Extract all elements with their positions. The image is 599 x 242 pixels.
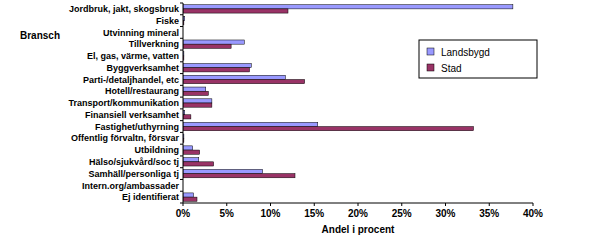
bar <box>183 40 244 44</box>
bar <box>183 150 200 154</box>
category-label: Tillverkning <box>129 39 179 49</box>
bar <box>183 193 194 197</box>
y-tick <box>180 14 183 15</box>
bar <box>183 158 199 162</box>
category-label: Byggverksamhet <box>106 63 179 73</box>
category-label: Transport/kommunikation <box>68 98 179 108</box>
bar <box>183 91 208 95</box>
category-label: Fastighet/uthyrning <box>95 122 179 132</box>
x-tick <box>358 203 359 206</box>
category-label: Ej identifierat <box>122 192 179 202</box>
y-tick <box>180 26 183 27</box>
x-tick <box>401 203 402 206</box>
category-label: Samhäll/personliga tj <box>88 169 179 179</box>
category-label: Hälso/sjukvård/soc tj <box>89 157 179 167</box>
y-tick <box>180 167 183 168</box>
bar <box>183 197 197 201</box>
bars <box>183 5 513 202</box>
category-label: Utvinning mineral <box>103 28 179 38</box>
x-tick-label: 10% <box>260 208 280 219</box>
legend-label: Stad <box>441 63 462 74</box>
x-tick-label: 5% <box>220 208 235 219</box>
bar <box>183 99 212 103</box>
x-tick <box>270 203 271 206</box>
x-tick-label: 35% <box>479 208 499 219</box>
legend-box <box>419 40 537 78</box>
y-tick <box>180 97 183 98</box>
y-tick <box>180 73 183 74</box>
x-tick-label: 30% <box>435 208 455 219</box>
bar <box>183 44 231 48</box>
x-tick-label: 0% <box>176 208 191 219</box>
y-tick <box>180 120 183 121</box>
bar <box>183 122 318 126</box>
x-tick-label: 20% <box>348 208 368 219</box>
chart: Jordbruk, jakt, skogsbruk Fiske Utvinning … <box>0 0 599 242</box>
x-tick <box>183 203 184 206</box>
y-axis-title: Bransch <box>20 30 60 41</box>
bar <box>183 68 250 72</box>
y-tick <box>180 132 183 133</box>
category-label: Parti-/detaljhandel, etc <box>83 75 179 85</box>
category-label: Intern.org/ambassader <box>82 181 180 191</box>
y-tick <box>180 144 183 145</box>
bar <box>183 79 305 83</box>
x-tick <box>445 203 446 206</box>
x-tick <box>226 203 227 206</box>
x-tick-label: 15% <box>304 208 324 219</box>
y-tick <box>180 3 183 4</box>
bar <box>183 5 513 9</box>
category-label: Finansiell verksamhet <box>85 110 179 120</box>
legend-swatch <box>427 64 434 71</box>
bar <box>183 162 214 166</box>
bar <box>183 103 212 107</box>
y-tick <box>180 191 183 192</box>
legend-label: Landsbygd <box>441 47 490 58</box>
x-tick-label: 25% <box>392 208 412 219</box>
bar <box>183 146 193 150</box>
y-tick <box>180 50 183 51</box>
x-tick <box>533 203 534 206</box>
bar <box>183 127 474 131</box>
y-tick <box>180 155 183 156</box>
bar <box>183 64 251 68</box>
category-label: Jordbruk, jakt, skogsbruk <box>69 4 180 14</box>
bar <box>183 87 206 91</box>
x-tick <box>314 203 315 206</box>
y-tick <box>180 61 183 62</box>
y-tick <box>180 108 183 109</box>
x-tick <box>489 203 490 206</box>
x-tick-label: 40% <box>523 208 543 219</box>
bar <box>183 115 191 119</box>
bar <box>183 9 288 13</box>
bar <box>183 169 263 173</box>
bar <box>183 75 285 79</box>
legend: Landsbygd Stad <box>419 40 537 78</box>
category-label: Fiske <box>156 16 179 26</box>
y-tick <box>180 179 183 180</box>
bar <box>183 174 295 178</box>
category-label: Hotell/restaurang <box>105 86 179 96</box>
y-tick <box>180 38 183 39</box>
category-label: El, gas, värme, vatten <box>87 51 179 61</box>
y-axis <box>183 3 184 203</box>
legend-swatch <box>427 48 434 55</box>
y-tick <box>180 85 183 86</box>
x-axis-title: Andel i procent <box>322 224 395 235</box>
category-label: Utbildning <box>135 145 180 155</box>
category-label: Offentlig förvaltn, försvar <box>71 133 180 143</box>
